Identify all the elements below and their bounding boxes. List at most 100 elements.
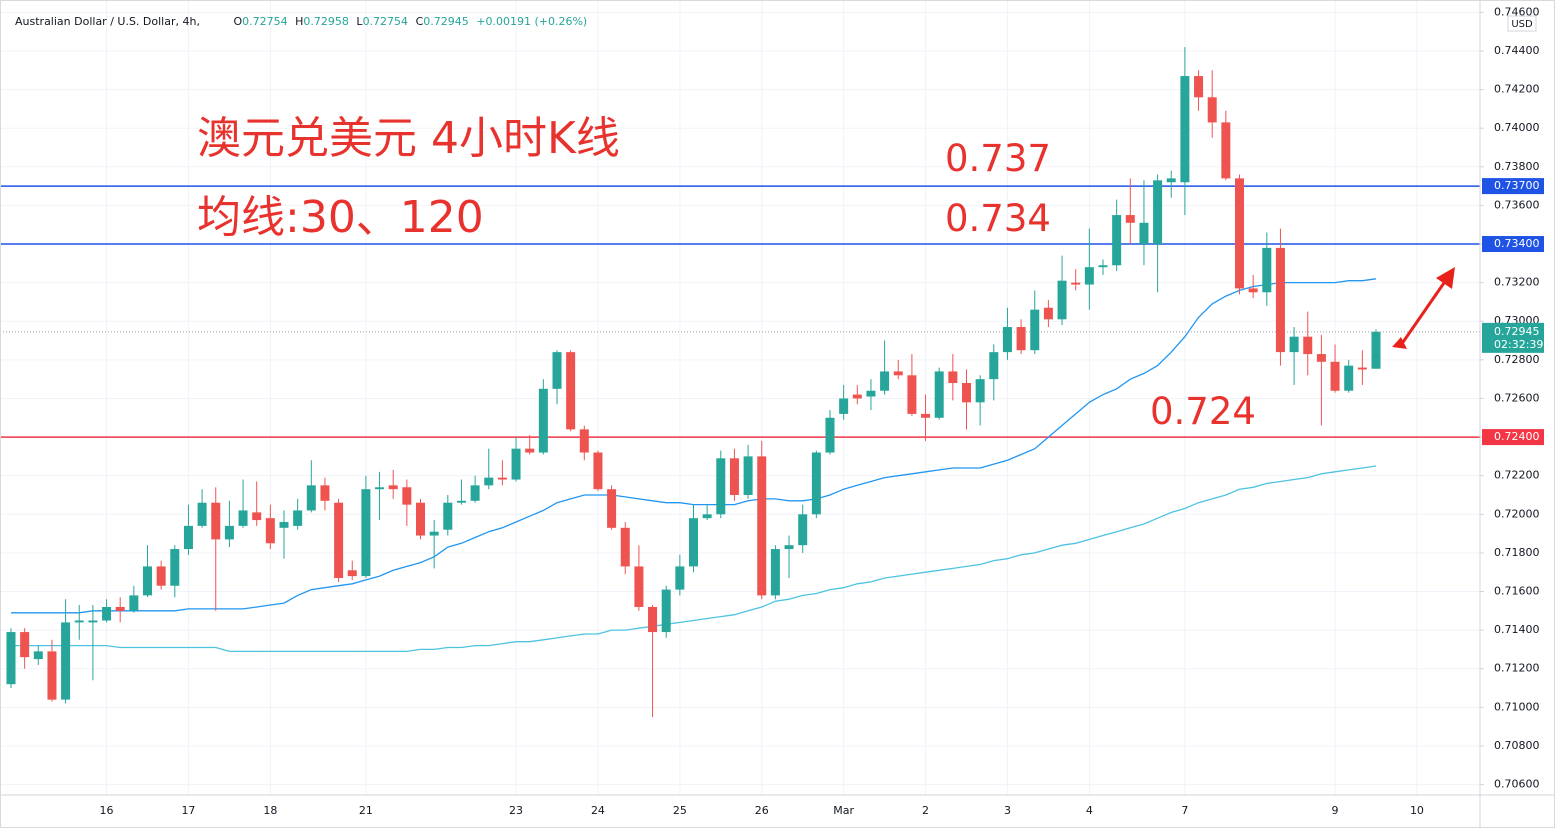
y-tick-label: 0.71200	[1494, 662, 1540, 675]
candle-body	[115, 606, 125, 611]
candle-body	[484, 477, 494, 486]
candle-body	[1166, 178, 1176, 183]
candle-body	[1153, 180, 1163, 245]
candle-body	[757, 456, 767, 596]
candle-body	[525, 448, 535, 453]
ohlc-value: 0.72754	[242, 15, 288, 28]
candle-body	[579, 429, 589, 453]
x-tick-label: 17	[181, 804, 195, 817]
candle-body	[1139, 222, 1149, 245]
candle-body	[825, 417, 835, 453]
x-tick-label: 2	[922, 804, 929, 817]
ohlc-key: O	[233, 15, 243, 28]
y-tick-label: 0.70600	[1494, 778, 1540, 791]
ohlc-key: C	[415, 15, 424, 28]
change-percent: (+0.26%)	[534, 15, 588, 28]
candle-body	[183, 525, 193, 550]
candle-body	[61, 622, 71, 700]
candle-body	[306, 485, 316, 511]
candle-body	[129, 595, 139, 611]
candle-body	[320, 485, 330, 501]
ohlc-value: 0.72754	[362, 15, 409, 28]
candle-body	[252, 512, 262, 521]
y-tick-label: 0.71800	[1494, 546, 1540, 559]
candles	[6, 47, 1381, 718]
moving-average-line	[11, 465, 1377, 653]
candle-body	[456, 500, 466, 503]
candle-body	[1125, 215, 1135, 223]
y-tick-label: 0.72000	[1494, 507, 1540, 520]
candle-body	[1221, 122, 1231, 179]
y-tick-label: 0.71000	[1494, 700, 1540, 713]
y-tick-label: 0.73200	[1494, 276, 1540, 289]
candle-body	[743, 456, 753, 495]
candle-body	[1180, 76, 1190, 183]
candle-body	[224, 525, 234, 540]
candle-body	[6, 632, 16, 685]
candle-body	[1098, 265, 1108, 268]
y-tick-label: 0.73600	[1494, 198, 1540, 211]
candle-body	[47, 651, 57, 700]
candle-body	[811, 452, 821, 515]
x-tick-label: 18	[263, 804, 277, 817]
x-tick-label: 7	[1181, 804, 1188, 817]
y-tick-label: 0.74600	[1494, 5, 1540, 18]
last-price-box	[1482, 322, 1544, 353]
candle-body	[1303, 336, 1313, 355]
candle-body	[729, 458, 739, 495]
candle-body	[1357, 367, 1367, 370]
x-tick-label: 21	[359, 804, 373, 817]
candle-body	[1248, 288, 1258, 293]
x-tick-label: 9	[1332, 804, 1339, 817]
reference-label: 0.73400	[1494, 237, 1540, 250]
candle-body	[934, 371, 944, 418]
candle-body	[293, 510, 303, 526]
candle-body	[593, 452, 603, 490]
y-tick-label: 0.74400	[1494, 44, 1540, 57]
y-tick-label: 0.71600	[1494, 585, 1540, 598]
candle-body	[170, 549, 180, 586]
candle-body	[566, 352, 576, 430]
candle-body	[402, 487, 412, 505]
candle-body	[975, 379, 985, 403]
level-annotation: 0.724	[1150, 390, 1256, 433]
candle-body	[880, 371, 890, 391]
candle-body	[1112, 215, 1122, 266]
candle-body	[1084, 267, 1094, 285]
level-annotation: 0.734	[945, 197, 1051, 240]
candle-body	[620, 527, 630, 567]
candle-body	[1002, 327, 1012, 353]
reference-lines	[0, 185, 1480, 438]
candle-body	[552, 352, 562, 389]
y-tick-label: 0.72200	[1494, 469, 1540, 482]
y-tick-label: 0.74000	[1494, 121, 1540, 134]
candle-body	[661, 589, 671, 633]
candle-body	[1316, 354, 1326, 362]
y-tick-label: 0.71400	[1494, 623, 1540, 636]
candle-body	[702, 514, 712, 519]
candle-body	[989, 352, 999, 380]
candle-body	[866, 390, 876, 397]
candle-body	[1016, 327, 1026, 351]
y-tick-label: 0.73800	[1494, 160, 1540, 173]
candle-body	[20, 632, 30, 658]
moving-averages	[11, 278, 1377, 653]
candle-body	[511, 448, 521, 480]
legend-header: Australian Dollar / U.S. Dollar, 4h, O0.…	[15, 15, 587, 28]
candle-body	[1235, 178, 1244, 289]
candle-body	[102, 606, 112, 621]
y-axis: 0.70600 0.70800 0.71000 0.71200 0.71400 0.716…	[1480, 5, 1544, 791]
x-tick-label: 16	[100, 804, 114, 817]
candle-body	[1262, 247, 1272, 293]
candle-body	[1057, 280, 1067, 320]
reference-label-box	[1482, 178, 1544, 195]
arrow	[1392, 267, 1455, 349]
reference-label-box	[1482, 429, 1544, 446]
candle-body	[907, 375, 917, 414]
candle-body	[156, 566, 166, 586]
ohlc-value: 0.72958	[303, 15, 349, 28]
x-tick-label: 25	[673, 804, 687, 817]
x-tick-label: 24	[591, 804, 605, 817]
